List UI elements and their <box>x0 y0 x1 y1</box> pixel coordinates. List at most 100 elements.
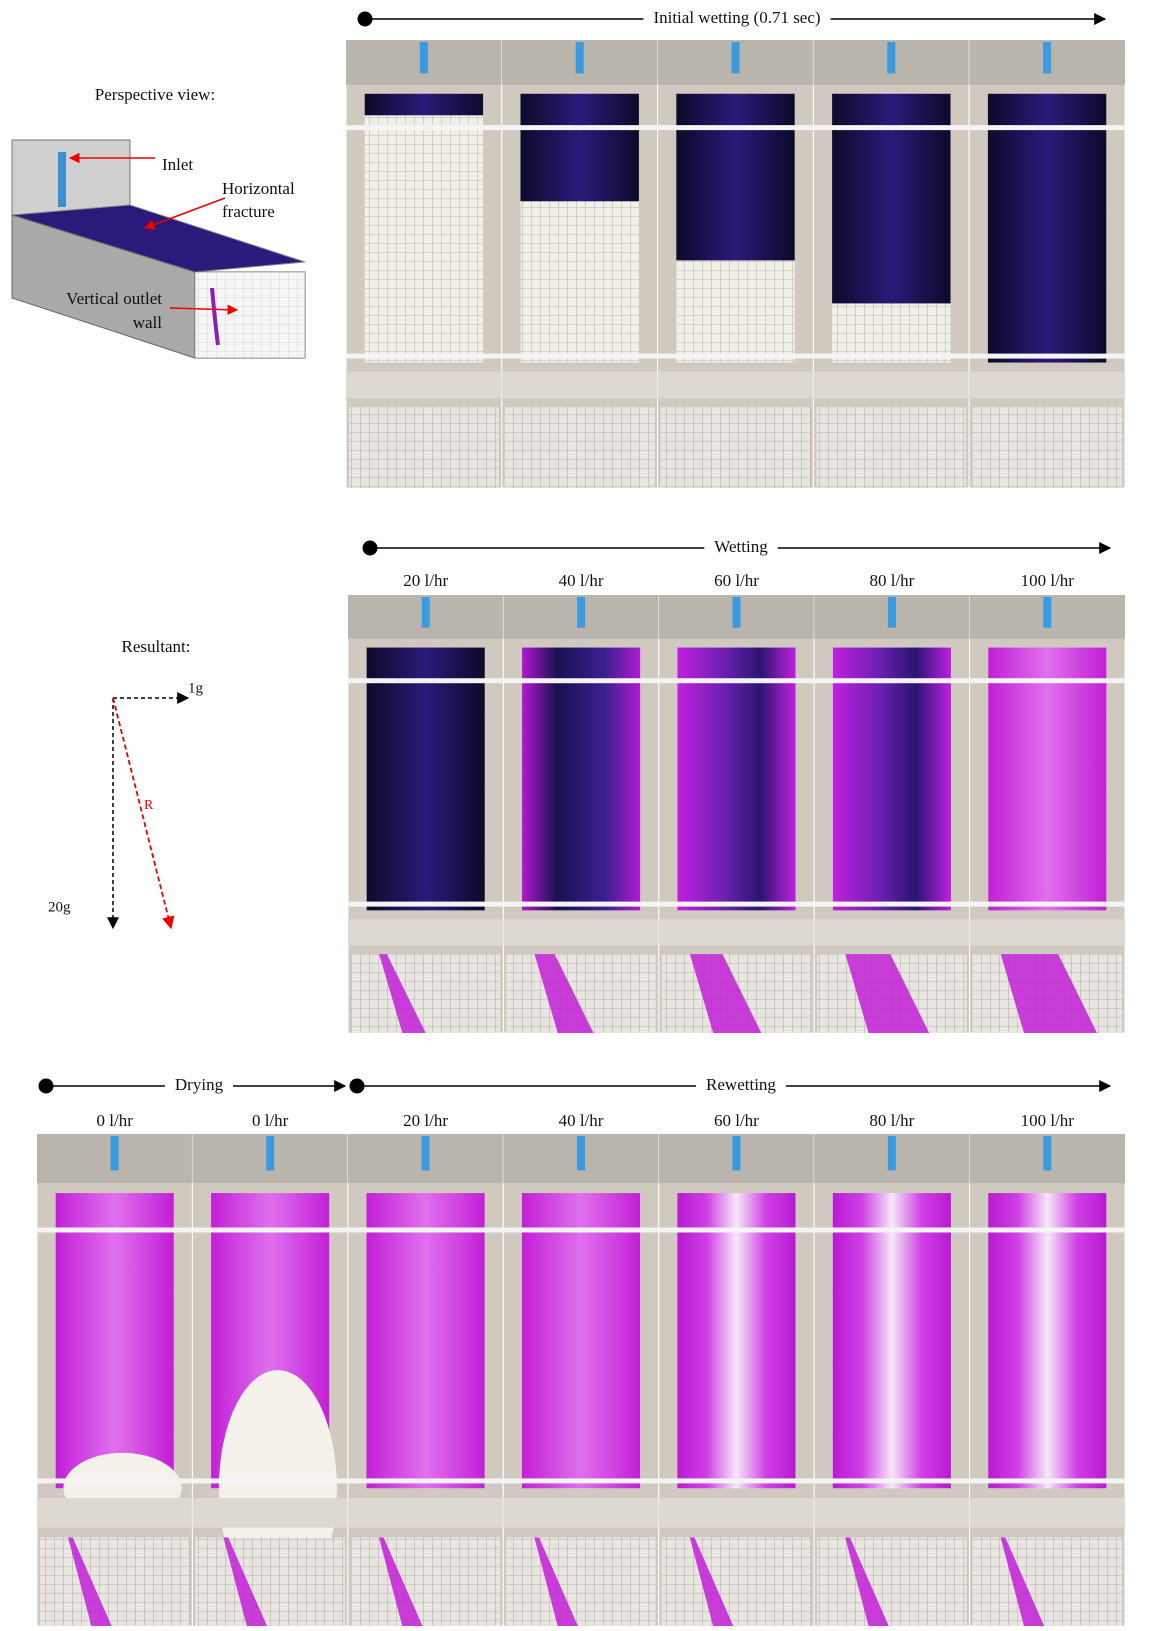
panel-base <box>192 1498 347 1528</box>
fluid <box>677 648 795 911</box>
outlet-grid <box>661 407 811 488</box>
fluid <box>522 648 640 911</box>
outlet-grid <box>505 407 655 488</box>
inlet-pipe <box>1043 1136 1051 1170</box>
panel-base <box>658 372 814 399</box>
flow-label: 80 l/hr <box>869 1111 914 1130</box>
fluid <box>56 1193 174 1488</box>
cross-bar <box>969 125 1125 130</box>
cross-bar <box>503 1227 658 1232</box>
fluid <box>676 94 794 261</box>
inlet-pipe <box>422 597 430 628</box>
panel-base <box>503 919 658 945</box>
photo-panel <box>970 1134 1125 1626</box>
photo-panel <box>658 40 814 488</box>
flow-label: 20 l/hr <box>403 1111 448 1130</box>
timeline-label: Rewetting <box>706 1075 776 1094</box>
outlet-wall-tint <box>195 272 305 358</box>
cross-bar <box>814 678 969 683</box>
cross-bar <box>348 902 503 907</box>
cross-bar <box>659 678 814 683</box>
inlet-pipe <box>1043 42 1051 73</box>
fluid <box>833 1193 951 1488</box>
outlet-grid <box>351 954 500 1033</box>
photo-panel <box>503 595 658 1033</box>
panel-base <box>348 919 503 945</box>
fracture-grid <box>365 94 483 363</box>
flow-label: 0 l/hr <box>97 1111 134 1130</box>
outlet-label: Vertical outlet <box>66 289 162 308</box>
outlet-grid <box>506 1537 655 1626</box>
outlet-label: wall <box>133 313 163 332</box>
flow-label: 100 l/hr <box>1021 571 1075 590</box>
resultant-diagram: 1g R 20g <box>48 680 204 928</box>
inlet-pipe <box>577 597 585 628</box>
panel-base <box>502 372 658 399</box>
panel-base <box>970 1498 1125 1528</box>
inlet-pipe <box>58 152 66 207</box>
outlet-grid <box>351 1537 500 1626</box>
timeline-label: Drying <box>175 1075 224 1094</box>
figure: Perspective view: Inlet Horizontal fract… <box>0 0 1168 1626</box>
inlet-label: Inlet <box>162 155 193 174</box>
photo-panel <box>192 1134 347 1626</box>
cross-bar <box>348 1227 503 1232</box>
flow-label: 0 l/hr <box>252 1111 289 1130</box>
cross-bar <box>192 1227 347 1232</box>
photo-panel <box>348 1134 503 1626</box>
inlet-pipe <box>888 597 896 628</box>
cross-bar <box>659 902 814 907</box>
cross-bar <box>814 1478 969 1483</box>
flow-label: 60 l/hr <box>714 1111 759 1130</box>
photo-panel <box>969 40 1125 488</box>
photo-panel <box>814 1134 969 1626</box>
cross-bar <box>970 1478 1125 1483</box>
panel-base <box>37 1498 192 1528</box>
inlet-pipe <box>733 597 741 628</box>
fracture-label: Horizontal <box>222 179 295 198</box>
vector-label: R <box>144 798 154 813</box>
cross-bar <box>970 902 1125 907</box>
timeline-label: Initial wetting (0.71 sec) <box>653 8 820 27</box>
flow-label: 40 l/hr <box>559 1111 604 1130</box>
cross-bar <box>346 354 502 359</box>
cross-bar <box>502 125 658 130</box>
fluid <box>367 1193 485 1488</box>
cross-bar <box>969 354 1125 359</box>
photo-panel <box>503 1134 658 1626</box>
photo-panel <box>37 1134 192 1626</box>
outlet-grid <box>195 1537 344 1626</box>
x-label: 1g <box>188 680 204 696</box>
inlet-pipe <box>732 42 740 73</box>
panel-base <box>348 1498 503 1528</box>
flow-label: 60 l/hr <box>714 571 759 590</box>
outlet-grid <box>817 1537 966 1626</box>
panel-base <box>659 919 814 945</box>
photo-panel <box>346 40 502 488</box>
inlet-pipe <box>111 1136 119 1170</box>
outlet-grid <box>816 407 966 488</box>
outlet-grid <box>349 407 499 488</box>
cross-bar <box>503 902 658 907</box>
cross-bar <box>659 1478 814 1483</box>
inlet-pipe <box>422 1136 430 1170</box>
cross-bar <box>348 1478 503 1483</box>
outlet-grid <box>662 1537 811 1626</box>
cross-bar <box>814 902 969 907</box>
inlet-pipe <box>266 1136 274 1170</box>
fluid <box>988 1193 1106 1488</box>
photo-panel <box>348 595 503 1033</box>
inlet-pipe <box>1043 597 1051 628</box>
fluid <box>677 1193 795 1488</box>
panel-base <box>814 1498 969 1528</box>
panel-base <box>659 1498 814 1528</box>
inlet-pipe <box>420 42 428 73</box>
cross-bar <box>503 1478 658 1483</box>
resultant-title: Resultant: <box>122 637 191 656</box>
outlet-grid <box>972 407 1122 488</box>
photo-panel <box>502 40 658 488</box>
cross-bar <box>813 125 969 130</box>
panel-base <box>969 372 1125 399</box>
cross-bar <box>970 1227 1125 1232</box>
photo-panel <box>814 595 969 1033</box>
